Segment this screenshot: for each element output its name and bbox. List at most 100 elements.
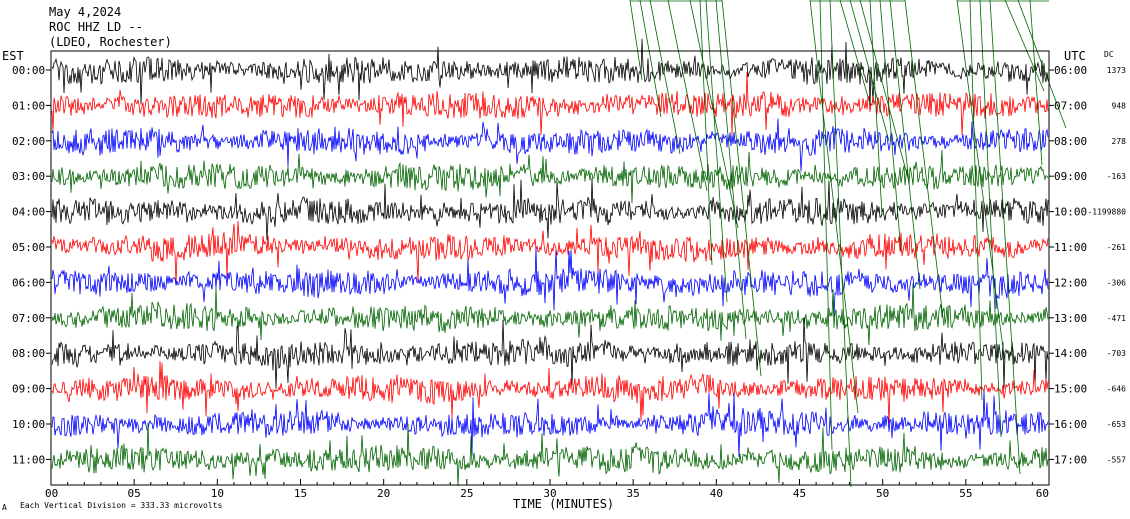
utc-hour-label: 17:00 <box>1054 453 1087 466</box>
overscale-spike <box>979 0 1002 438</box>
x-tick-label: 40 <box>710 487 723 500</box>
est-hour-label: 05:00 <box>12 241 45 254</box>
x-axis-title: TIME (MINUTES) <box>513 497 614 511</box>
utc-hour-labels: 06:00 07:00 08:00 09:00 10:00 11:00 12:00 13:00… <box>1054 64 1087 466</box>
utc-zone-label: UTC <box>1064 49 1086 63</box>
est-hour-labels: 00:00 01:00 02:00 03:00 04:00 05:00 06:00 07:00… <box>12 64 45 466</box>
overscale-spikes <box>629 0 1067 488</box>
x-tick-label: 20 <box>377 487 390 500</box>
x-tick-label: 10 <box>211 487 224 500</box>
overscale-spike <box>956 0 1006 364</box>
x-tick-label: 15 <box>294 487 307 500</box>
dc-offset-label: -703 <box>1107 349 1126 358</box>
est-hour-label: 09:00 <box>12 383 45 396</box>
overscale-spike <box>904 0 945 327</box>
utc-hour-label: 16:00 <box>1054 418 1087 431</box>
dc-offset-label: -653 <box>1107 420 1126 429</box>
trace-row-1100 <box>51 422 1049 486</box>
scale-note: Each Vertical Division = 333.33 microvol… <box>20 501 222 510</box>
overscale-spike <box>699 0 713 266</box>
utc-hour-label: 06:00 <box>1054 64 1087 77</box>
overscale-spike <box>829 0 852 488</box>
x-tick-label: 25 <box>460 487 473 500</box>
x-tick-label: 50 <box>876 487 889 500</box>
overscale-spike <box>859 0 909 179</box>
x-tick-label: 35 <box>627 487 640 500</box>
utc-hour-label: 15:00 <box>1054 383 1087 396</box>
dc-offset-label: -557 <box>1107 455 1126 464</box>
est-hour-label: 03:00 <box>12 170 45 183</box>
overscale-spike <box>649 0 681 155</box>
dc-offset-label: -306 <box>1107 278 1126 287</box>
dc-offset-label: 278 <box>1112 137 1127 146</box>
dc-offset-label: -471 <box>1107 314 1126 323</box>
dc-offset-label: -163 <box>1107 172 1126 181</box>
overscale-spike <box>969 0 983 401</box>
x-tick-marks <box>50 479 1050 485</box>
overscale-spike <box>705 0 728 303</box>
x-tick-label: 45 <box>793 487 806 500</box>
overscale-spike <box>839 0 871 105</box>
trace-row-0800 <box>51 317 1049 389</box>
est-hour-label: 11:00 <box>12 453 45 466</box>
overscale-spike <box>869 0 883 216</box>
est-zone-label: EST <box>2 49 24 63</box>
header-network: (LDEO, Rochester) <box>49 35 172 49</box>
utc-hour-label: 11:00 <box>1054 241 1087 254</box>
utc-hour-label: 09:00 <box>1054 170 1087 183</box>
est-hour-label: 00:00 <box>12 64 45 77</box>
overscale-spike <box>989 0 1021 475</box>
trace-row-1000 <box>51 390 1049 457</box>
header-station: ROC HHZ LD -- <box>49 20 143 34</box>
x-tick-labels: 00 05 10 15 20 25 30 35 40 45 50 55 60 <box>45 487 1049 500</box>
overscale-spike <box>667 0 708 192</box>
overscale-spike <box>1017 0 1067 129</box>
overscale-spike <box>715 0 747 340</box>
trace-row-0000 <box>51 38 1049 106</box>
utc-hour-label: 14:00 <box>1054 347 1087 360</box>
est-hour-label: 02:00 <box>12 135 45 148</box>
trace-row-0700 <box>51 282 1049 346</box>
utc-hour-label: 07:00 <box>1054 99 1087 112</box>
x-tick-label: 00 <box>45 487 58 500</box>
overscale-spike <box>629 0 643 81</box>
y-tick-marks <box>46 69 1054 460</box>
est-hour-label: 08:00 <box>12 347 45 360</box>
trace-row-0100 <box>51 71 1049 136</box>
est-hour-label: 01:00 <box>12 99 45 112</box>
overscale-spike <box>1004 0 1045 92</box>
overscale-spike <box>879 0 902 253</box>
trace-layer <box>51 38 1049 486</box>
dc-offset-label: -261 <box>1107 243 1126 252</box>
overscale-spike <box>819 0 833 451</box>
utc-hour-label: 10:00 <box>1054 206 1087 219</box>
trace-row-0600 <box>51 247 1049 317</box>
overscale-spike <box>849 0 890 142</box>
scale-mark: A <box>2 503 7 512</box>
dc-offset-labels: 1373 948 278 -163 -1199880 -261 -306 -471 -703 -6… <box>1087 66 1126 464</box>
trace-row-0300 <box>51 149 1049 204</box>
est-hour-label: 10:00 <box>12 418 45 431</box>
est-hour-label: 04:00 <box>12 206 45 219</box>
overscale-spike <box>889 0 921 290</box>
dc-offset-label: -646 <box>1107 385 1126 394</box>
dc-offset-label: -1199880 <box>1087 208 1126 217</box>
trace-row-0900 <box>51 361 1049 424</box>
x-tick-label: 05 <box>128 487 141 500</box>
trace-row-0200 <box>51 118 1049 172</box>
trace-row-0500 <box>51 220 1049 284</box>
dc-offset-label: 948 <box>1112 101 1127 110</box>
dc-label: DC <box>1104 50 1114 59</box>
x-tick-label: 30 <box>543 487 556 500</box>
overscale-spike <box>1029 0 1043 166</box>
x-tick-label: 60 <box>1036 487 1049 500</box>
utc-hour-label: 08:00 <box>1054 135 1087 148</box>
x-tick-label: 55 <box>959 487 972 500</box>
est-hour-label: 07:00 <box>12 312 45 325</box>
utc-hour-label: 12:00 <box>1054 276 1087 289</box>
utc-hour-label: 13:00 <box>1054 312 1087 325</box>
overscale-spike <box>721 0 762 377</box>
overscale-spike <box>639 0 662 118</box>
est-hour-label: 06:00 <box>12 276 45 289</box>
